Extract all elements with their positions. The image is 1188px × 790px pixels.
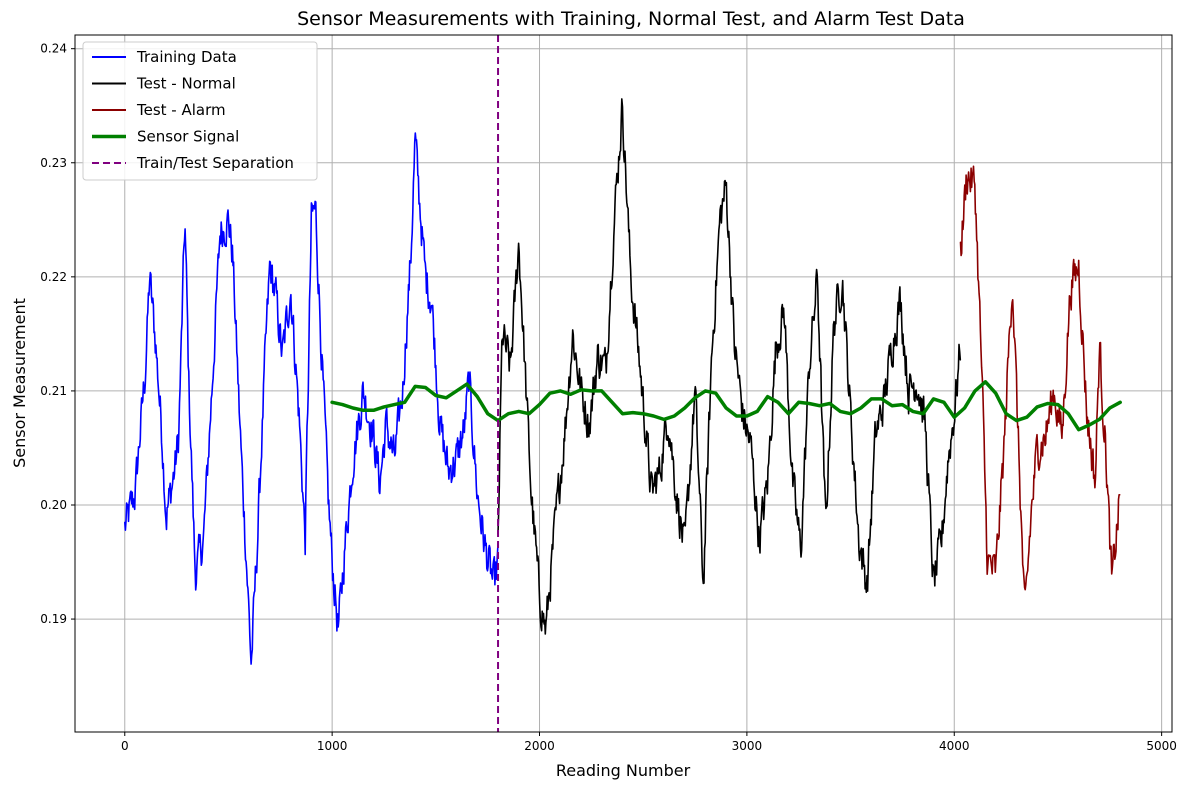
legend-label-signal: Sensor Signal: [137, 128, 239, 146]
training-data-line: [124, 132, 499, 665]
y-tick-label: 0.24: [40, 42, 67, 56]
y-tick-label: 0.19: [40, 612, 67, 626]
plot-area: [124, 35, 1122, 732]
plot-frame: [74, 34, 1173, 733]
y-axis-title: Sensor Measurement: [10, 298, 29, 468]
y-tick-label: 0.20: [40, 498, 67, 512]
x-tick-label: 3000: [732, 739, 763, 753]
y-tick-label: 0.22: [40, 270, 67, 284]
x-tick-label: 1000: [317, 739, 348, 753]
x-axis: 0 1000 2000 3000 4000 5000: [121, 732, 1177, 753]
x-axis-title: Reading Number: [556, 761, 691, 780]
y-axis: 0.19 0.20 0.21 0.22 0.23 0.24: [40, 42, 75, 626]
x-tick-label: 5000: [1146, 739, 1177, 753]
chart-title: Sensor Measurements with Training, Norma…: [297, 8, 965, 30]
x-tick-label: 0: [121, 739, 129, 753]
sensor-signal-line: [330, 380, 1122, 432]
legend-label-normal: Test - Normal: [136, 75, 236, 93]
x-tick-label: 2000: [524, 739, 555, 753]
legend-label-alarm: Test - Alarm: [136, 101, 226, 119]
x-tick-label: 4000: [939, 739, 970, 753]
y-tick-label: 0.23: [40, 156, 67, 170]
y-tick-label: 0.21: [40, 384, 67, 398]
legend-label-training: Training Data: [136, 48, 237, 66]
legend: Training Data Test - Normal Test - Alarm Se…: [82, 41, 318, 181]
legend-box: [82, 41, 318, 181]
test-alarm-line: [959, 165, 1121, 591]
legend-label-separation: Train/Test Separation: [136, 154, 294, 172]
